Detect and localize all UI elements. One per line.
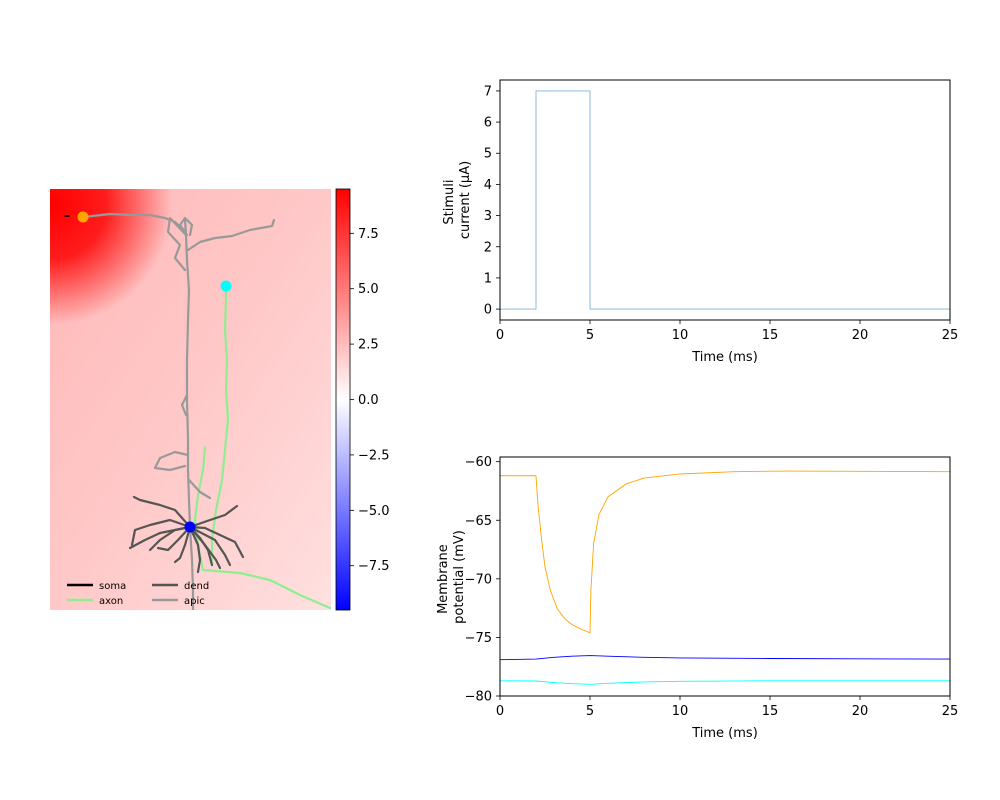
colorbar-gradient xyxy=(335,188,351,611)
y-tick-label: −80 xyxy=(465,690,492,705)
x-tick-label: 15 xyxy=(762,704,779,719)
colorbar: 7.5 5.0 2.5 0.0 −2.5 −5.0 −7.5 xyxy=(335,188,390,611)
colorbar-tick-label: −7.5 xyxy=(358,559,390,574)
y-tick-label: 2 xyxy=(484,240,492,255)
y-tick-label: 3 xyxy=(484,209,492,224)
stimulus-panel: 0 5 10 15 20 25 0 1 2 3 4 5 6 7 Time (ms) Stimuli cur… xyxy=(442,79,959,365)
y-tick-label: 6 xyxy=(484,116,492,131)
morphology-panel: soma dend axon apic xyxy=(50,189,331,610)
x-tick-label: 5 xyxy=(586,704,594,719)
y-tick-label: −60 xyxy=(465,455,492,470)
marker-blue xyxy=(184,521,196,533)
x-tick-label: 0 xyxy=(496,328,504,343)
stimulus-ylabel: Stimuli current (μA) xyxy=(442,161,473,239)
x-tick-label: 10 xyxy=(672,328,689,343)
membrane-plot-area: 0 5 10 15 20 25 −60 −65 −70 −75 −80 xyxy=(465,455,959,719)
x-tick-label: 25 xyxy=(942,704,959,719)
colorbar-tick-label: 0.0 xyxy=(358,393,379,408)
stimulus-axes-frame xyxy=(499,79,951,321)
x-tick-label: 15 xyxy=(762,328,779,343)
legend-label-soma: soma xyxy=(99,581,126,592)
apic-branch xyxy=(186,218,276,252)
colorbar-tick-label: −5.0 xyxy=(358,504,390,519)
y-tick-label: 5 xyxy=(484,147,492,162)
apic-branch xyxy=(180,393,189,417)
apic-branch xyxy=(188,525,195,610)
apic-branch xyxy=(153,450,190,472)
marker-orange xyxy=(77,211,89,223)
legend-label-axon: axon xyxy=(99,596,123,607)
stimulus-ylabel-line1: Stimuli xyxy=(442,180,457,225)
colorbar-tick-label: 7.5 xyxy=(358,227,379,242)
series-line xyxy=(500,470,951,634)
membrane-ylabel: Membrane potential (mV) xyxy=(436,530,467,624)
x-tick-label: 25 xyxy=(942,328,959,343)
stimulus-ylabel-line2: current (μA) xyxy=(458,161,473,239)
colorbar-tick-label: 5.0 xyxy=(358,282,379,297)
apic-branch xyxy=(187,478,212,500)
x-tick-label: 10 xyxy=(672,704,689,719)
x-tick-label: 20 xyxy=(852,328,869,343)
axon-branch xyxy=(210,284,230,567)
apic-branch xyxy=(166,216,188,272)
y-tick-label: 1 xyxy=(484,271,492,286)
colorbar-ticks: 7.5 5.0 2.5 0.0 −2.5 −5.0 −7.5 xyxy=(350,227,390,574)
y-tick-label: −70 xyxy=(465,572,492,587)
series-line xyxy=(499,655,951,661)
x-tick-label: 20 xyxy=(852,704,869,719)
membrane-ylabel-line1: Membrane xyxy=(436,544,451,614)
legend-label-apic: apic xyxy=(184,596,205,607)
y-tick-label: −75 xyxy=(465,631,492,646)
x-tick-label: 5 xyxy=(586,328,594,343)
membrane-xlabel: Time (ms) xyxy=(691,726,758,741)
membrane-ylabel-line2: potential (mV) xyxy=(452,530,467,624)
x-tick-label: 0 xyxy=(496,704,504,719)
membrane-axes-frame xyxy=(499,456,951,697)
stimulus-plot-area: 0 5 10 15 20 25 0 1 2 3 4 5 6 7 xyxy=(484,84,959,343)
y-tick-label: 4 xyxy=(484,178,492,193)
series-line xyxy=(499,680,950,685)
stimulus-xlabel: Time (ms) xyxy=(691,350,758,365)
series-line xyxy=(500,90,950,310)
morphology-legend: soma dend axon apic xyxy=(67,581,209,607)
dend-tree xyxy=(128,495,245,574)
legend-label-dend: dend xyxy=(184,581,209,592)
y-tick-label: −65 xyxy=(465,514,492,529)
colorbar-tick-label: −2.5 xyxy=(358,448,390,463)
membrane-panel: 0 5 10 15 20 25 −60 −65 −70 −75 −80 Time (ms) Memb… xyxy=(436,455,958,741)
colorbar-tick-label: 2.5 xyxy=(358,338,379,353)
marker-cyan xyxy=(220,280,232,292)
apic-branch xyxy=(178,216,194,237)
y-tick-label: 0 xyxy=(484,303,492,318)
y-tick-label: 7 xyxy=(484,84,492,99)
